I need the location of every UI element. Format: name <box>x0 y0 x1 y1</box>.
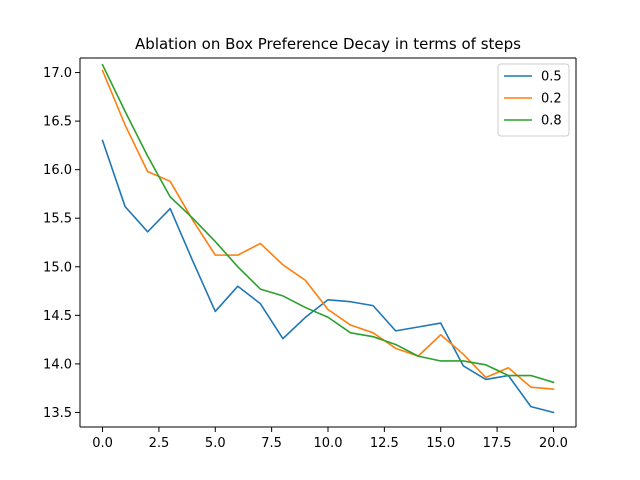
x-tick-label: 17.5 <box>483 436 512 451</box>
legend-label-0.5: 0.5 <box>541 70 562 85</box>
y-tick-label: 15.0 <box>43 260 72 275</box>
y-tick-label: 16.0 <box>43 163 72 178</box>
y-tick-label: 17.0 <box>43 66 72 81</box>
legend: 0.5 0.2 0.8 <box>497 63 570 137</box>
y-tick-label: 13.5 <box>43 406 72 421</box>
x-tick-label: 20.0 <box>539 436 568 451</box>
y-tick-label: 16.5 <box>43 115 72 130</box>
legend-label-0.8: 0.8 <box>541 114 562 129</box>
y-tick-label: 14.0 <box>43 357 72 372</box>
legend-label-0.2: 0.2 <box>541 92 562 107</box>
x-tick-label: 2.5 <box>149 436 170 451</box>
x-tick-label: 10.0 <box>314 436 343 451</box>
x-tick-label: 5.0 <box>205 436 226 451</box>
legend-box <box>497 63 570 137</box>
y-tick-label: 15.5 <box>43 212 72 227</box>
series-line-0.5 <box>101 139 555 414</box>
y-tick-label: 14.5 <box>43 309 72 324</box>
x-tick-label: 7.5 <box>261 436 282 451</box>
series-line-0.8 <box>101 63 555 384</box>
x-tick-label: 15.0 <box>426 436 455 451</box>
x-tick-label: 12.5 <box>370 436 399 451</box>
plot-area: 0.0 2.5 5.0 7.5 10.0 12.5 15.0 17.5 20.0 13.5 14.0… <box>43 57 577 451</box>
chart-title: Ablation on Box Preference Decay in term… <box>135 35 521 53</box>
x-tick-label: 0.0 <box>92 436 113 451</box>
series-line-0.2 <box>101 69 555 390</box>
